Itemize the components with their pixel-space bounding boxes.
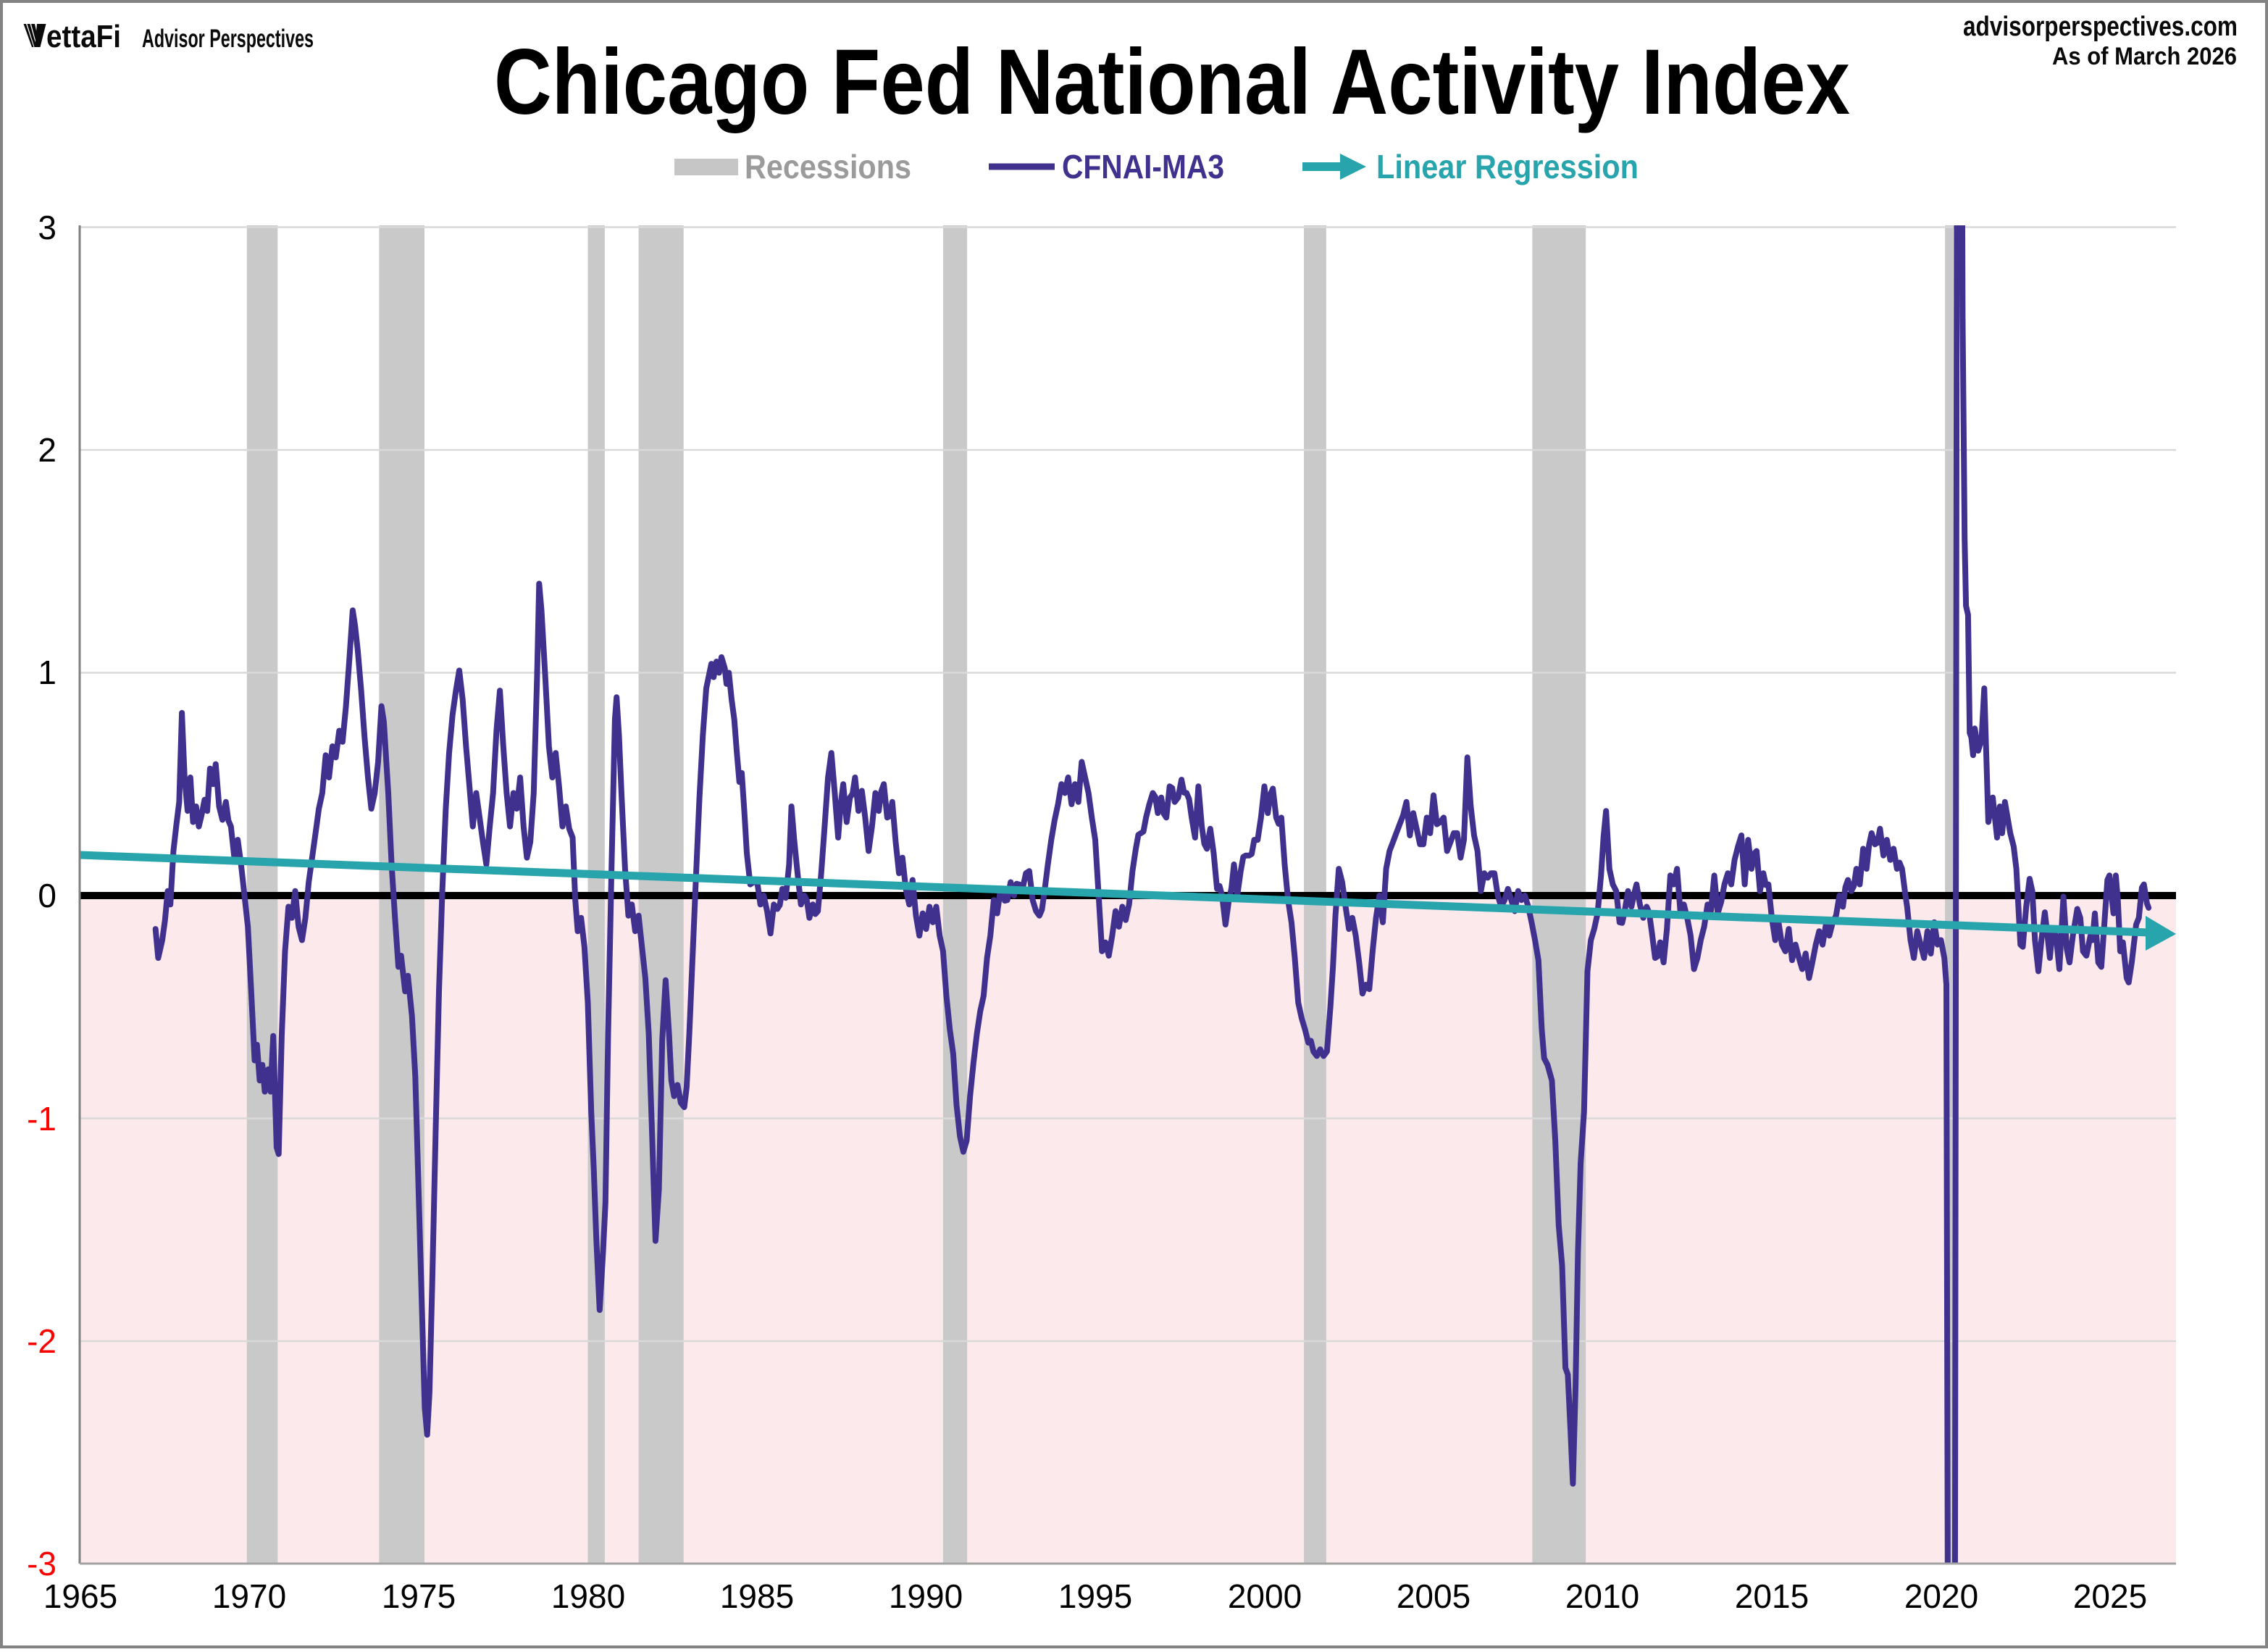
svg-text:2000: 2000 <box>1228 1577 1302 1615</box>
svg-text:Recessions: Recessions <box>745 148 911 185</box>
svg-text:As of March 2026: As of March 2026 <box>2052 43 2237 70</box>
svg-text:1985: 1985 <box>720 1577 794 1615</box>
svg-text:-1: -1 <box>27 1100 57 1138</box>
svg-text:-2: -2 <box>27 1322 57 1360</box>
svg-text:0: 0 <box>38 877 57 914</box>
svg-text:2015: 2015 <box>1735 1577 1809 1615</box>
svg-text:-3: -3 <box>27 1545 57 1582</box>
svg-text:1: 1 <box>38 654 57 691</box>
svg-text:1995: 1995 <box>1058 1577 1132 1615</box>
svg-text:advisorperspectives.com: advisorperspectives.com <box>1963 12 2238 42</box>
svg-text:2020: 2020 <box>1904 1577 1978 1615</box>
svg-text:2025: 2025 <box>2073 1577 2147 1615</box>
svg-text:3: 3 <box>38 209 57 246</box>
svg-text:Chicago Fed National Activity: Chicago Fed National Activity Index <box>494 30 1850 134</box>
svg-text:Linear Regression: Linear Regression <box>1376 148 1639 185</box>
svg-text:ettaFi: ettaFi <box>46 19 121 54</box>
svg-text:2: 2 <box>38 431 57 469</box>
svg-text:1965: 1965 <box>43 1577 117 1615</box>
svg-text:1975: 1975 <box>382 1577 456 1615</box>
svg-text:1970: 1970 <box>212 1577 286 1615</box>
svg-text:1990: 1990 <box>889 1577 963 1615</box>
svg-text:2010: 2010 <box>1565 1577 1639 1615</box>
svg-text:CFNAI-MA3: CFNAI-MA3 <box>1062 148 1224 185</box>
svg-text:Advisor Perspectives: Advisor Perspectives <box>142 25 314 53</box>
svg-text:2005: 2005 <box>1397 1577 1470 1615</box>
svg-text:1980: 1980 <box>551 1577 625 1615</box>
